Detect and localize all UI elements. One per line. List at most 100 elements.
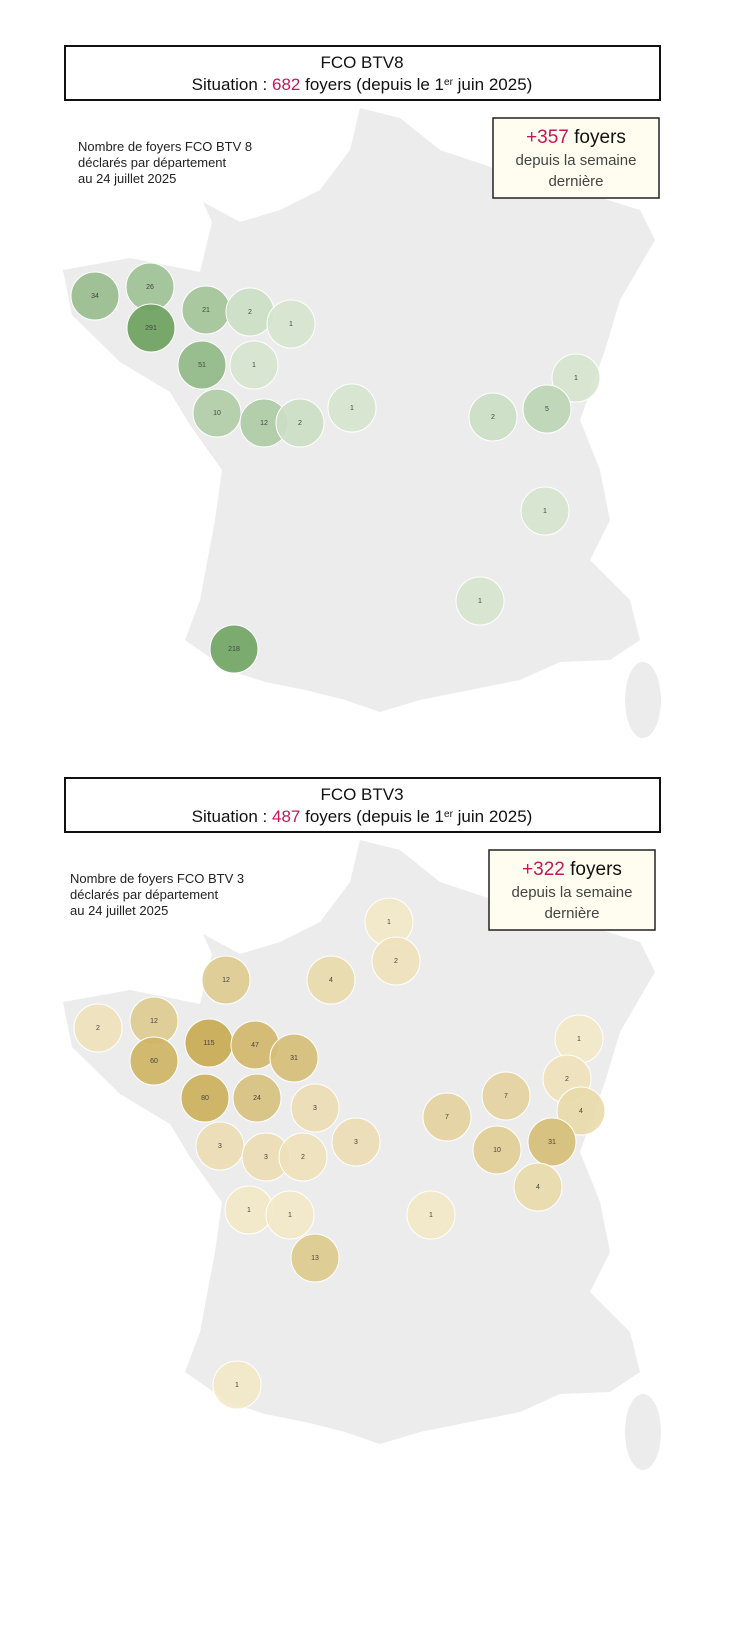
department	[212, 1360, 262, 1410]
department-label: 2	[565, 1076, 569, 1083]
department-label: 3	[354, 1139, 358, 1146]
weekly-box	[488, 849, 656, 931]
situation-count: 682	[272, 75, 300, 94]
department-label: 13	[311, 1255, 319, 1262]
department-label: 1	[235, 1382, 239, 1389]
department	[126, 303, 176, 353]
department-label: 1	[574, 375, 578, 382]
legend-line: au 24 juillet 2025	[78, 171, 176, 186]
department-label: 1	[288, 1212, 292, 1219]
department-label: 218	[228, 646, 240, 653]
department-label: 1	[387, 919, 391, 926]
situation: Situation : 682 foyers (depuis le 1er ju…	[192, 75, 533, 94]
situation-count: 487	[272, 807, 300, 826]
situation: Situation : 487 foyers (depuis le 1er ju…	[192, 807, 533, 826]
legend-line: déclarés par département	[78, 155, 227, 170]
weekly-note: depuis la semaine	[512, 884, 633, 901]
department-label: 1	[429, 1212, 433, 1219]
department-label: 80	[201, 1095, 209, 1102]
department	[192, 388, 242, 438]
weekly-note: depuis la semaine	[516, 152, 637, 169]
department	[327, 383, 377, 433]
department-label: 24	[253, 1095, 261, 1102]
department	[468, 392, 518, 442]
department	[278, 1132, 328, 1182]
legend-line: déclarés par département	[70, 887, 219, 902]
situation-middle: foyers (depuis le 1	[300, 807, 444, 826]
department	[513, 1162, 563, 1212]
map-panel: FCO BTV8 Situation : 682 foyers (depuis l…	[63, 45, 661, 738]
department	[472, 1125, 522, 1175]
department-label: 1	[289, 321, 293, 328]
weekly-unit: foyers	[569, 127, 626, 148]
department-label: 21	[202, 307, 210, 314]
department-label: 2	[301, 1154, 305, 1161]
title-box	[64, 777, 661, 833]
department	[290, 1083, 340, 1133]
department	[371, 936, 421, 986]
department-label: 2	[96, 1025, 100, 1032]
department-label: 1	[543, 508, 547, 515]
department	[481, 1071, 531, 1121]
department-label: 5	[545, 406, 549, 413]
situation-sup: er	[444, 809, 454, 820]
weekly-box	[492, 117, 660, 199]
situation-suffix: juin 2025)	[453, 807, 532, 826]
department-label: 26	[146, 284, 154, 291]
situation-sup: er	[444, 77, 454, 88]
department-label: 1	[478, 598, 482, 605]
department-label: 291	[145, 325, 157, 332]
department	[269, 1033, 319, 1083]
department	[177, 340, 227, 390]
department	[229, 340, 279, 390]
department	[290, 1233, 340, 1283]
legend-line: Nombre de foyers FCO BTV 3	[70, 871, 244, 886]
department	[455, 576, 505, 626]
department-label: 1	[577, 1036, 581, 1043]
department-label: 4	[579, 1108, 583, 1115]
weekly-count: +322 foyers	[522, 859, 622, 880]
weekly-number: +322	[522, 859, 565, 880]
weekly-note: dernière	[544, 905, 599, 922]
department-label: 2	[491, 414, 495, 421]
title: FCO BTV3	[320, 785, 403, 804]
legend-line: Nombre de foyers FCO BTV 8	[78, 139, 252, 154]
department	[201, 955, 251, 1005]
legend-line: au 24 juillet 2025	[70, 903, 168, 918]
department-label: 4	[536, 1184, 540, 1191]
department-label: 51	[198, 362, 206, 369]
title-box	[64, 45, 661, 101]
situation-prefix: Situation :	[192, 75, 272, 94]
title: FCO BTV8	[320, 53, 403, 72]
department-label: 4	[329, 977, 333, 984]
department-label: 12	[150, 1018, 158, 1025]
map-panel: FCO BTV3 Situation : 487 foyers (depuis l…	[63, 777, 661, 1470]
department-label: 1	[350, 405, 354, 412]
department-label: 3	[218, 1143, 222, 1150]
department	[232, 1073, 282, 1123]
situation-suffix: juin 2025)	[453, 75, 532, 94]
department	[406, 1190, 456, 1240]
department-label: 31	[290, 1055, 298, 1062]
department-label: 34	[91, 293, 99, 300]
island-outline	[625, 662, 661, 738]
department-label: 1	[247, 1207, 251, 1214]
department-label: 12	[260, 420, 268, 427]
weekly-count: +357 foyers	[526, 127, 626, 148]
department	[195, 1121, 245, 1171]
weekly-note: dernière	[548, 173, 603, 190]
department	[422, 1092, 472, 1142]
department	[209, 624, 259, 674]
department-label: 60	[150, 1058, 158, 1065]
department	[129, 1036, 179, 1086]
department	[266, 299, 316, 349]
situation-middle: foyers (depuis le 1	[300, 75, 444, 94]
department	[73, 1003, 123, 1053]
island-outline	[625, 1394, 661, 1470]
department	[70, 271, 120, 321]
department-label: 3	[264, 1154, 268, 1161]
department-label: 10	[213, 410, 221, 417]
department	[306, 955, 356, 1005]
department-label: 31	[548, 1139, 556, 1146]
